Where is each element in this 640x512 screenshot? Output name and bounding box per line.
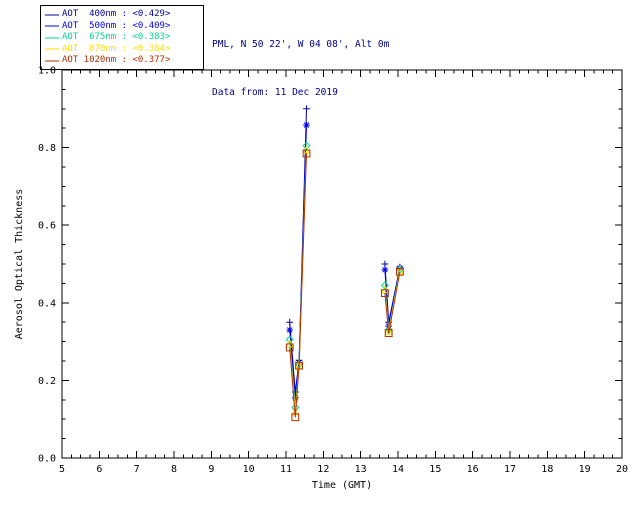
y-tick-label: 0.8	[38, 143, 56, 154]
series-aot-500nm	[286, 121, 404, 402]
y-tick-label: 1.0	[38, 66, 56, 77]
x-tick-label: 6	[96, 464, 102, 475]
legend-label-aot-500nm: AOT 500nm : <0.409>	[62, 20, 171, 31]
legend-marker-icon-aot-675nm	[45, 37, 59, 39]
series-markers	[286, 105, 404, 396]
legend-entry-aot-675nm: AOT 675nm : <0.383>	[45, 32, 199, 44]
legend-box: AOT 400nm : <0.429> AOT 500nm : <0.409> AO…	[40, 5, 204, 70]
legend-label-aot-400nm: AOT 400nm : <0.429>	[62, 9, 171, 19]
legend-label-aot-1020nm: AOT 1020nm : <0.377>	[62, 55, 171, 65]
x-tick-label: 13	[355, 464, 367, 475]
legend-marker-icon-aot-870nm	[45, 48, 59, 50]
axis-ticks	[61, 69, 623, 459]
x-tick-label: 20	[616, 464, 628, 475]
legend-entry-aot-500nm: AOT 500nm : <0.409>	[45, 21, 199, 33]
y-tick-label: 0.2	[38, 376, 56, 387]
series-line	[384, 271, 401, 334]
plot-header: PML, N 50 22', W 04 08', Alt 0m Data fro…	[212, 5, 389, 133]
series-markers	[286, 121, 404, 402]
y-tick-label: 0.0	[38, 454, 56, 465]
legend-label-aot-675nm: AOT 675nm : <0.383>	[62, 32, 171, 42]
x-tick-label: 18	[541, 464, 553, 475]
legend-label-aot-870nm: AOT 870nm : <0.384>	[62, 43, 171, 54]
series-aot-1020nm	[285, 149, 404, 422]
x-tick-label: 17	[504, 464, 516, 475]
x-tick-label: 16	[467, 464, 479, 475]
legend-marker-icon-aot-400nm	[45, 14, 59, 16]
x-tick-label: 8	[171, 464, 177, 475]
legend-entry-aot-1020nm: AOT 1020nm : <0.377>	[45, 55, 199, 67]
legend-entry-aot-870nm: AOT 870nm : <0.384>	[45, 44, 199, 56]
series-line	[289, 125, 307, 398]
series-line	[289, 153, 307, 418]
y-tick-label: 0.4	[38, 298, 56, 309]
x-tick-label: 15	[429, 464, 441, 475]
x-axis-label: Time (GMT)	[312, 480, 372, 491]
legend-marker-icon-aot-1020nm	[45, 60, 59, 62]
y-tick-label: 0.6	[38, 221, 56, 232]
series-markers	[285, 149, 404, 422]
x-tick-label: 9	[208, 464, 214, 475]
x-tick-label: 12	[317, 464, 329, 475]
axis-tick-labels: 5 6 7 8 9 10 11 12 13 14 15 16 17 18 19 20 0.0 0.2 0.4 0.6 0…	[38, 66, 628, 476]
plot-frame	[61, 69, 623, 459]
series-aot-400nm	[286, 105, 404, 396]
legend-entry-aot-400nm: AOT 400nm : <0.429>	[45, 9, 199, 21]
x-tick-label: 10	[243, 464, 255, 475]
x-tick-label: 14	[392, 464, 404, 475]
station-info: PML, N 50 22', W 04 08', Alt 0m	[212, 39, 390, 50]
x-tick-label: 19	[579, 464, 591, 475]
data-date: Data from: 11 Dec 2019	[212, 87, 338, 98]
x-tick-label: 7	[134, 464, 140, 475]
y-axis-label: Aerosol Optical Thickness	[14, 189, 25, 340]
x-tick-label: 5	[59, 464, 65, 475]
legend-marker-icon-aot-500nm	[45, 25, 59, 27]
x-tick-label: 11	[280, 464, 292, 475]
